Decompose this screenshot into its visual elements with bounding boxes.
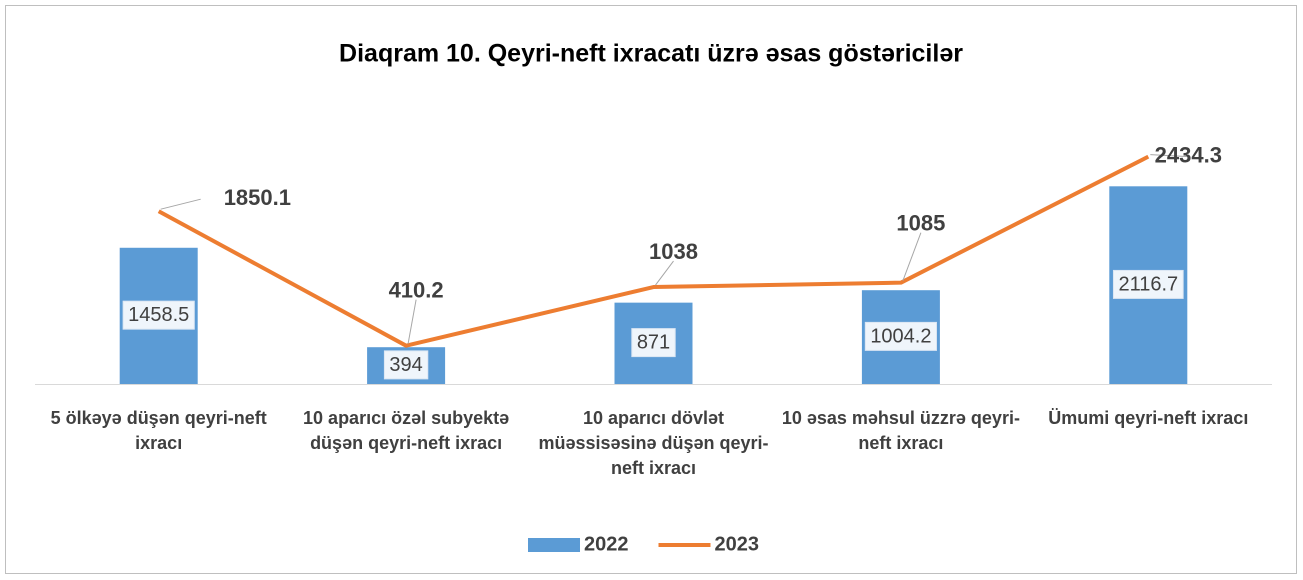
bar-value-box <box>1112 269 1184 299</box>
bar-value-box <box>631 328 676 358</box>
x-tick-label: 10 əsas məhsul üzzrə qeyri-neft ixracı <box>781 408 1020 453</box>
leader-line <box>655 260 674 286</box>
line <box>157 154 1150 348</box>
x-tick-label: 10 aparıcı özəl subyektə düşən qeyri-nef… <box>303 408 510 453</box>
legend-swatch <box>528 538 580 552</box>
line-value-label: 1850.1 <box>224 185 291 210</box>
bar-value-box <box>122 300 195 330</box>
bar-value-box <box>383 350 429 380</box>
legend-label: 2023 <box>715 533 760 555</box>
leader-line <box>407 299 417 344</box>
bar-value-label: 394 <box>389 354 422 376</box>
legend-label: 2022 <box>584 533 629 555</box>
leader-line <box>1150 154 1189 158</box>
line-value-label: 2434.3 <box>1155 142 1222 167</box>
bar-value-box <box>864 321 937 351</box>
bar-value-label: 2116.7 <box>1118 273 1178 295</box>
leader-line <box>160 198 201 210</box>
x-tick-label: 5 ölkəyə düşən qeyri-neft ixracı <box>50 408 267 453</box>
x-tick-label: 10 aparıcı dövlət müəssisəsinə düşən qey… <box>538 408 769 478</box>
line-value-label: 1038 <box>649 239 698 264</box>
bar-value-label: 871 <box>637 332 670 354</box>
chart-title: Diaqram 10. Qeyri-neft ixracatı üzrə əsa… <box>339 40 963 68</box>
bar-value-label: 1458.5 <box>128 304 189 326</box>
line-value-label: 410.2 <box>389 277 444 302</box>
line-value-label: 1085 <box>896 210 945 235</box>
leader-line <box>902 232 922 281</box>
bar-value-label: 1004.2 <box>870 325 931 347</box>
x-tick-label: Ümumi qeyri-neft ixracı <box>1048 408 1249 428</box>
